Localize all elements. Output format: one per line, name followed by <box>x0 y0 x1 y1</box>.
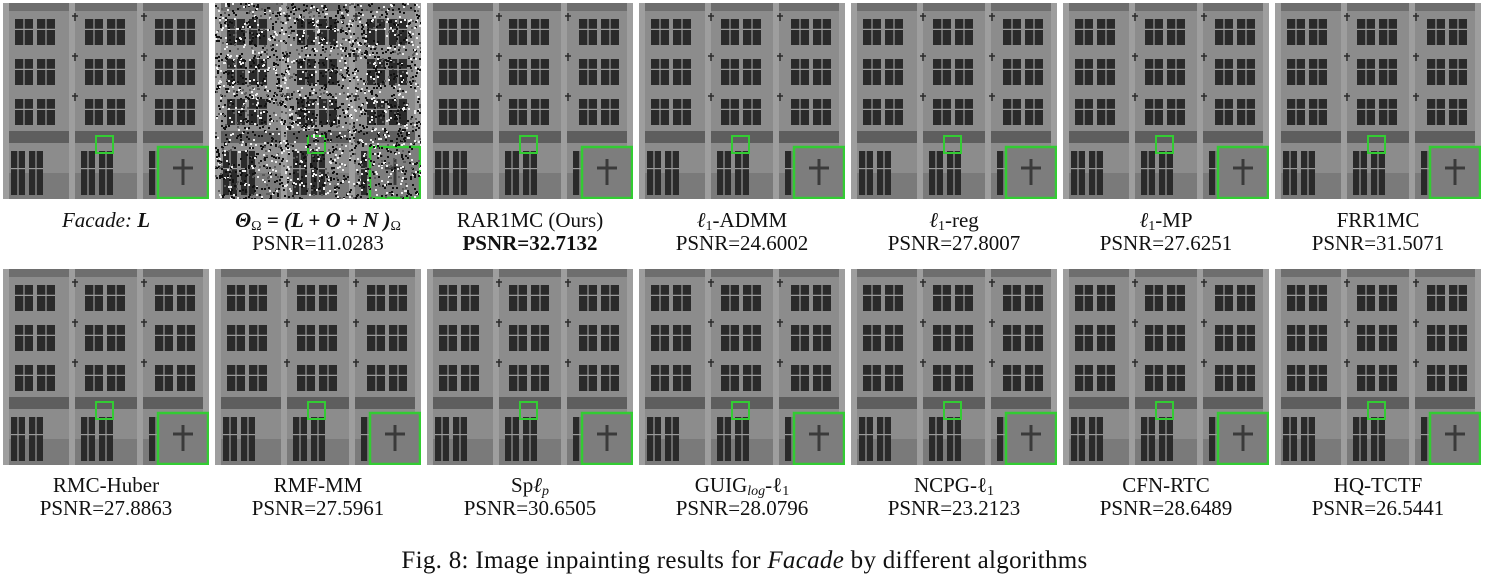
zoom-region-box <box>519 401 538 420</box>
panel-caption: Facade: L <box>0 209 219 232</box>
panel-rmf-mm: RMF-MM PSNR=27.5961 <box>215 269 421 520</box>
panel-caption: Spℓp PSNR=30.6505 <box>417 474 643 520</box>
psnr-value: PSNR=27.6251 <box>1099 231 1233 255</box>
noise-layer <box>215 3 421 199</box>
panel-guig: GUIGlog-ℓ1 PSNR=28.0796 <box>639 269 845 520</box>
caption-label: HQ-TCTF <box>1333 473 1423 497</box>
frr1mc-image <box>1275 3 1481 199</box>
panel-rar1mc: RAR1MC (Ours) PSNR=32.7132 <box>427 3 633 255</box>
panel-caption: RAR1MC (Ours) PSNR=32.7132 <box>417 209 643 255</box>
zoom-inset <box>792 145 845 199</box>
psnr-value: PSNR=24.6002 <box>675 231 809 255</box>
figure-caption: Fig. 8: Image inpainting results for Fac… <box>0 547 1489 575</box>
panel-caption: NCPG-ℓ1 PSNR=23.2123 <box>841 474 1067 520</box>
caption-label: GUIG <box>694 473 748 497</box>
caption-label: Facade: <box>61 208 132 232</box>
panel-sp-lp: Spℓp PSNR=30.6505 <box>427 269 633 520</box>
zoom-region-box <box>731 401 750 420</box>
psnr-value: PSNR=28.6489 <box>1099 496 1233 520</box>
panel-caption: CFN-RTC PSNR=28.6489 <box>1053 474 1279 520</box>
panel-observed: ΘΩ = (L + O + N )Ω PSNR=11.0283 <box>215 3 421 255</box>
panel-caption: FRR1MC PSNR=31.5071 <box>1265 209 1489 255</box>
zoom-region-box <box>519 135 538 154</box>
l1-reg-image <box>851 3 1057 199</box>
rmc-huber-image <box>3 269 209 465</box>
zoom-region-box <box>95 401 114 420</box>
panel-hq-tctf: HQ-TCTF PSNR=26.5441 <box>1275 269 1481 520</box>
psnr-value: PSNR=27.8007 <box>887 231 1021 255</box>
panel-rmc-huber: RMC-Huber PSNR=27.8863 <box>3 269 209 520</box>
psnr-value: PSNR=28.0796 <box>675 496 809 520</box>
panel-caption: HQ-TCTF PSNR=26.5441 <box>1265 474 1489 520</box>
cfn-rtc-image <box>1063 269 1269 465</box>
panel-caption: GUIGlog-ℓ1 PSNR=28.0796 <box>629 474 855 520</box>
psnr-value: PSNR=32.7132 <box>462 231 598 255</box>
caption-label: -MP <box>1155 208 1193 232</box>
psnr-value: PSNR=23.2123 <box>887 496 1021 520</box>
panel-caption: ΘΩ = (L + O + N )Ω PSNR=11.0283 <box>205 209 431 255</box>
zoom-region-box <box>95 135 114 154</box>
zoom-inset <box>1216 411 1269 465</box>
caption-label: CFN-RTC <box>1122 473 1210 497</box>
caption-label: FRR1MC <box>1336 208 1420 232</box>
zoom-region-box <box>731 135 750 154</box>
caption-label: -ADMM <box>712 208 788 232</box>
caption-math: Θ <box>235 208 252 232</box>
caption-label: NCPG-ℓ <box>913 473 988 497</box>
psnr-value: PSNR=31.5071 <box>1311 231 1445 255</box>
rar1mc-image <box>427 3 633 199</box>
zoom-region-box <box>1367 401 1386 420</box>
panel-l1-reg: ℓ1-reg PSNR=27.8007 <box>851 3 1057 255</box>
psnr-value: PSNR=11.0283 <box>252 231 384 255</box>
caption-label: RMF-MM <box>273 473 363 497</box>
panel-caption: ℓ1-MP PSNR=27.6251 <box>1053 209 1279 255</box>
psnr-value: PSNR=27.8863 <box>39 496 173 520</box>
zoom-region-box <box>307 401 326 420</box>
psnr-value: PSNR=26.5441 <box>1311 496 1445 520</box>
panel-l1-admm: ℓ1-ADMM PSNR=24.6002 <box>639 3 845 255</box>
caption-math: L <box>137 208 151 232</box>
caption-label: RMC-Huber <box>52 473 160 497</box>
panel-caption: ℓ1-reg PSNR=27.8007 <box>841 209 1067 255</box>
l1-mp-image <box>1063 3 1269 199</box>
panel-cfn-rtc: CFN-RTC PSNR=28.6489 <box>1063 269 1269 520</box>
guig-image <box>639 269 845 465</box>
caption-italic: Facade <box>767 547 845 574</box>
panel-caption: ℓ1-ADMM PSNR=24.6002 <box>629 209 855 255</box>
panel-frr1mc: FRR1MC PSNR=31.5071 <box>1275 3 1481 255</box>
panel-l1-mp: ℓ1-MP PSNR=27.6251 <box>1063 3 1269 255</box>
panel-caption: RMF-MM PSNR=27.5961 <box>205 474 431 520</box>
zoom-region-box <box>943 401 962 420</box>
panel-facade-ground-truth: Facade: L <box>3 3 209 232</box>
caption-formula: = (L + O + N ) <box>261 208 391 232</box>
panel-caption: RMC-Huber PSNR=27.8863 <box>0 474 219 520</box>
caption-label: RAR1MC (Ours) <box>456 208 604 232</box>
hq-tctf-image <box>1275 269 1481 465</box>
caption-suffix: by different algorithms <box>844 547 1088 574</box>
caption-label: -reg <box>944 208 979 232</box>
zoom-region-box <box>943 135 962 154</box>
caption-label: Sp <box>511 473 534 497</box>
facade-image <box>3 3 209 199</box>
rmf-mm-image <box>215 269 421 465</box>
ncpg-image <box>851 269 1057 465</box>
psnr-value: PSNR=30.6505 <box>463 496 597 520</box>
observed-image <box>215 3 421 199</box>
l1-admm-image <box>639 3 845 199</box>
zoom-region-box <box>1155 401 1174 420</box>
panel-ncpg: NCPG-ℓ1 PSNR=23.2123 <box>851 269 1057 520</box>
psnr-value: PSNR=27.5961 <box>251 496 385 520</box>
zoom-inset <box>580 145 633 199</box>
zoom-region-box <box>1155 135 1174 154</box>
zoom-region-box <box>1367 135 1386 154</box>
caption-prefix: Fig. 8: Image inpainting results for <box>401 547 768 574</box>
sp-lp-image <box>427 269 633 465</box>
